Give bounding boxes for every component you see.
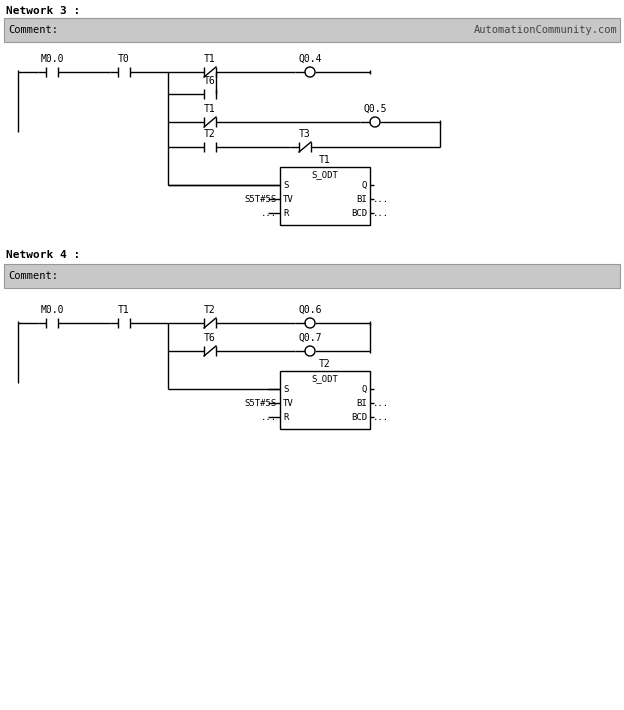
Text: Comment:: Comment: — [8, 25, 58, 35]
Text: ...: ... — [261, 413, 277, 422]
Text: T6: T6 — [204, 76, 216, 86]
Text: S: S — [283, 180, 288, 190]
Text: Q0.6: Q0.6 — [298, 305, 322, 315]
Bar — [4, 18, 620, 42]
Text: T3: T3 — [299, 129, 311, 139]
Text: R: R — [283, 209, 288, 217]
Text: Comment:: Comment: — [8, 271, 58, 281]
Text: ...: ... — [373, 209, 389, 217]
Text: M0.0: M0.0 — [41, 54, 64, 64]
Text: T2: T2 — [319, 359, 331, 369]
Text: T2: T2 — [204, 129, 216, 139]
Text: ...: ... — [261, 209, 277, 217]
Bar — [4, 264, 620, 288]
Text: Q: Q — [362, 385, 367, 393]
Text: S: S — [283, 385, 288, 393]
Text: R: R — [283, 413, 288, 422]
Text: S5T#5S: S5T#5S — [245, 398, 277, 408]
Text: TV: TV — [283, 195, 294, 204]
Text: T0: T0 — [118, 54, 130, 64]
Bar — [280, 167, 370, 225]
Text: T1: T1 — [319, 155, 331, 165]
Text: T1: T1 — [118, 305, 130, 315]
Text: BCD: BCD — [351, 209, 367, 217]
Text: T1: T1 — [204, 104, 216, 114]
Text: Q0.5: Q0.5 — [363, 104, 387, 114]
Text: ...: ... — [373, 413, 389, 422]
Text: T6: T6 — [204, 333, 216, 343]
Bar — [280, 371, 370, 429]
Text: BI: BI — [356, 195, 367, 204]
Text: AutomationCommunity.com: AutomationCommunity.com — [474, 25, 618, 35]
Text: Q0.7: Q0.7 — [298, 333, 322, 343]
Text: T2: T2 — [204, 305, 216, 315]
Text: S5T#5S: S5T#5S — [245, 195, 277, 204]
Text: Q0.4: Q0.4 — [298, 54, 322, 64]
Text: ...: ... — [373, 398, 389, 408]
Text: S_ODT: S_ODT — [311, 374, 338, 383]
Text: Network 3 :: Network 3 : — [6, 6, 80, 16]
Text: ...: ... — [373, 195, 389, 204]
Text: TV: TV — [283, 398, 294, 408]
Text: Network 4 :: Network 4 : — [6, 250, 80, 260]
Text: Q: Q — [362, 180, 367, 190]
Text: BI: BI — [356, 398, 367, 408]
Text: BCD: BCD — [351, 413, 367, 422]
Text: M0.0: M0.0 — [41, 305, 64, 315]
Text: S_ODT: S_ODT — [311, 170, 338, 180]
Text: T1: T1 — [204, 54, 216, 64]
